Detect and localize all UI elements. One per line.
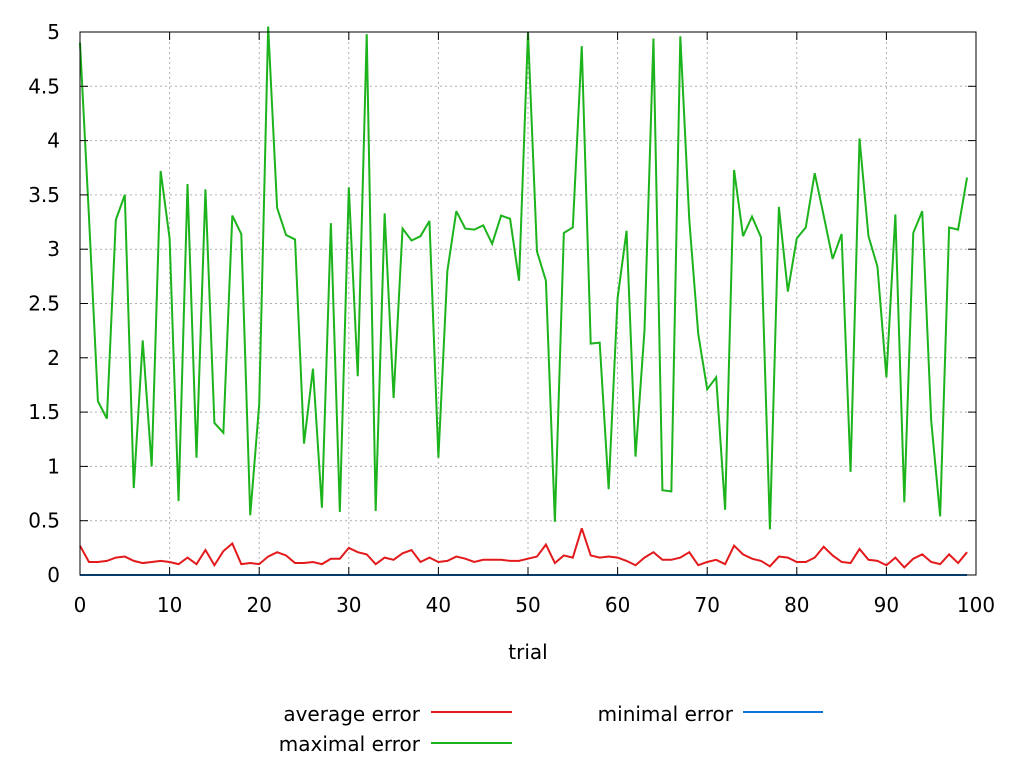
y-tick-label: 0.5 — [28, 509, 60, 533]
y-tick-label: 1 — [47, 454, 60, 478]
legend-label: maximal error — [279, 732, 421, 756]
legend-label: average error — [283, 702, 420, 726]
x-tick-label: 30 — [336, 593, 361, 617]
x-tick-label: 60 — [605, 593, 630, 617]
x-tick-label: 40 — [426, 593, 451, 617]
x-tick-label: 50 — [515, 593, 540, 617]
series-lines — [79, 26, 969, 576]
grid — [80, 32, 976, 575]
axis-ticks: 0 10 20 30 40 50 60 70 80 90 100 0 0.5 1 1.5 2 2.5 3 3.5 4 4… — [28, 20, 995, 617]
legend-label: minimal error — [598, 702, 734, 726]
x-tick-label: 90 — [874, 593, 899, 617]
x-tick-label: 70 — [694, 593, 719, 617]
x-tick-label: 10 — [157, 593, 182, 617]
y-tick-label: 2 — [47, 346, 60, 370]
x-axis-label: trial — [508, 640, 547, 664]
x-tick-label: 100 — [957, 593, 995, 617]
series-line-maximal-error — [79, 26, 969, 530]
y-tick-label: 3 — [47, 237, 60, 261]
y-tick-label: 2.5 — [28, 292, 60, 316]
y-tick-label: 3.5 — [28, 183, 60, 207]
y-tick-label: 5 — [47, 20, 60, 44]
y-tick-label: 4 — [47, 129, 60, 153]
x-tick-label: 80 — [784, 593, 809, 617]
y-tick-label: 1.5 — [28, 400, 60, 424]
x-tick-label: 20 — [246, 593, 271, 617]
legend: average error maximal error minimal error — [279, 702, 823, 756]
series-line-average-error — [79, 527, 968, 569]
y-tick-label: 0 — [47, 563, 60, 587]
y-tick-label: 4.5 — [28, 74, 60, 98]
x-tick-label: 0 — [74, 593, 87, 617]
